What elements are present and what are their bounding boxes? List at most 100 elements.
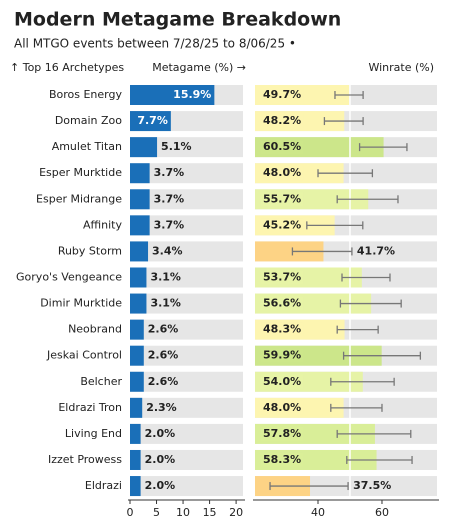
- bar-background: [130, 476, 243, 497]
- value-label-background: [261, 114, 304, 129]
- value-label: 54.0%: [263, 375, 301, 388]
- value-label: 3.7%: [154, 218, 185, 231]
- bar: [255, 241, 324, 262]
- bar-background: [130, 241, 243, 262]
- value-label-background: [261, 140, 304, 155]
- category-label: Jeskai Control: [46, 349, 122, 362]
- value-label-background: [261, 348, 304, 363]
- value-label: 60.5%: [263, 140, 301, 153]
- bar: [130, 397, 143, 418]
- bar-background: [130, 449, 243, 470]
- x-tick-label: 60: [375, 506, 389, 519]
- error-bar: [317, 169, 374, 178]
- bar: [130, 449, 141, 470]
- bar: [130, 85, 215, 105]
- value-label-background: [261, 192, 304, 207]
- value-label: 7.7%: [137, 114, 168, 127]
- value-label: 3.4%: [152, 244, 183, 257]
- value-label: 58.3%: [263, 453, 301, 466]
- error-bar: [358, 143, 408, 152]
- value-label: 3.7%: [154, 192, 185, 205]
- bar: [130, 137, 158, 158]
- error-bar: [336, 429, 412, 438]
- bar-background: [130, 345, 243, 366]
- value-label: 48.0%: [263, 166, 301, 179]
- bar: [130, 371, 144, 392]
- value-label: 48.2%: [263, 114, 301, 127]
- value-label: 57.8%: [263, 427, 301, 440]
- value-label: 48.0%: [263, 401, 301, 414]
- value-label: 3.1%: [150, 270, 181, 283]
- category-label: Amulet Titan: [52, 140, 122, 153]
- error-bar: [334, 91, 364, 99]
- category-label: Goryo's Vengeance: [16, 270, 122, 283]
- value-label-background: [261, 218, 304, 233]
- value-label: 15.9%: [173, 88, 211, 101]
- category-label: Domain Zoo: [55, 114, 122, 127]
- bar-background: [130, 423, 243, 444]
- bar-background: [130, 319, 243, 340]
- error-bar: [341, 273, 391, 282]
- category-label: Eldrazi Tron: [58, 401, 122, 414]
- category-label: Eldrazi: [85, 479, 122, 492]
- bar-background: [130, 267, 243, 288]
- x-tick-label: 15: [203, 506, 217, 519]
- x-tick-label: 0: [127, 506, 134, 519]
- y-axis-label: ↑ Top 16 Archetypes: [10, 61, 124, 74]
- value-label: 55.7%: [263, 192, 301, 205]
- value-label: 3.1%: [150, 297, 181, 310]
- value-label: 48.3%: [263, 323, 301, 336]
- chart-title: Modern Metagame Breakdown: [14, 9, 341, 31]
- value-label: 53.7%: [263, 270, 301, 283]
- value-label: 56.6%: [263, 297, 301, 310]
- error-bar: [330, 403, 383, 412]
- x-tick-label: 5: [153, 506, 160, 519]
- bar-background: [130, 397, 243, 418]
- bar: [130, 293, 147, 314]
- value-label: 37.5%: [353, 479, 391, 492]
- bar-background: [130, 293, 243, 314]
- value-label: 45.2%: [263, 218, 301, 231]
- category-label: Living End: [65, 427, 122, 440]
- category-label: Boros Energy: [49, 88, 123, 101]
- category-label: Esper Murktide: [39, 166, 122, 179]
- x-tick-label: 40: [311, 506, 325, 519]
- chart-subtitle: All MTGO events between 7/28/25 to 8/06/…: [14, 37, 296, 51]
- bar-background: [130, 163, 243, 184]
- value-label: 49.7%: [263, 88, 301, 101]
- error-bar: [342, 351, 422, 360]
- value-label: 2.6%: [148, 349, 179, 362]
- value-label: 3.7%: [154, 166, 185, 179]
- category-label: Izzet Prowess: [48, 453, 122, 466]
- bar: [130, 163, 150, 184]
- error-bar: [323, 117, 364, 126]
- value-label: 2.3%: [146, 401, 177, 414]
- error-bar: [336, 325, 379, 334]
- value-label-background: [261, 270, 304, 285]
- error-bar: [336, 195, 399, 204]
- value-label: 2.6%: [148, 323, 179, 336]
- value-label-background: [261, 296, 304, 311]
- error-bar: [330, 377, 395, 386]
- value-label-background: [261, 166, 304, 181]
- x-tick-label: 20: [229, 506, 243, 519]
- category-label: Esper Midrange: [36, 192, 122, 205]
- value-label-background: [261, 374, 304, 389]
- error-bar: [346, 455, 413, 464]
- value-label: 5.1%: [161, 140, 192, 153]
- x-axis-label: Winrate (%): [368, 61, 434, 74]
- bar: [130, 345, 144, 366]
- error-bar: [306, 221, 364, 230]
- bar: [130, 267, 147, 288]
- value-label: 59.9%: [263, 349, 301, 362]
- value-label-background: [261, 400, 304, 415]
- value-label-background: [261, 426, 304, 441]
- bar: [130, 476, 141, 497]
- bar: [130, 189, 150, 210]
- value-label: 41.7%: [357, 244, 395, 257]
- bar-background: [130, 137, 243, 158]
- bar-background: [130, 215, 243, 236]
- category-label: Dimir Murktide: [40, 297, 122, 310]
- error-bar: [339, 299, 402, 308]
